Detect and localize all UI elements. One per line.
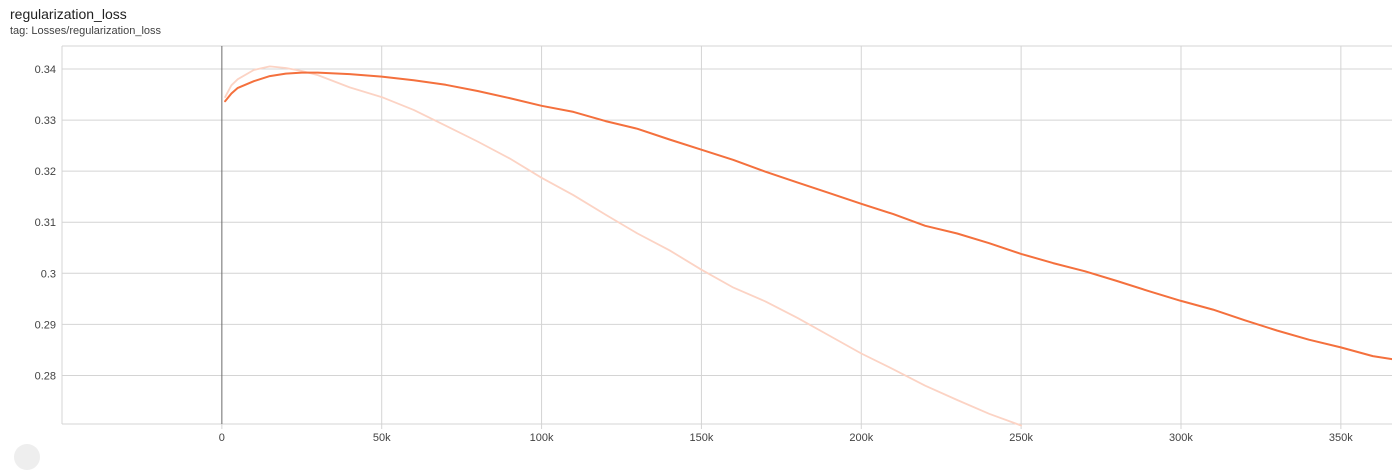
x-tick-label: 0 xyxy=(219,432,225,444)
y-tick-label: 0.31 xyxy=(35,217,56,229)
y-tick-label: 0.32 xyxy=(35,166,56,178)
series-lines xyxy=(224,65,1392,427)
x-tick-label: 50k xyxy=(373,432,391,444)
y-axis-ticks: 0.28 0.29 0.3 0.31 0.32 0.33 0.34 xyxy=(35,64,56,382)
line-chart: 0.28 0.29 0.3 0.31 0.32 0.33 0.34 0 50k 100k 150k… xyxy=(35,45,1392,444)
y-tick-label: 0.28 xyxy=(35,370,56,382)
x-axis-ticks: 0 50k 100k 150k 200k 250k 300k 350k xyxy=(219,432,1353,444)
y-tick-label: 0.34 xyxy=(35,64,56,76)
x-tick-label: 300k xyxy=(1169,432,1193,444)
y-tick-label: 0.29 xyxy=(35,319,56,331)
x-tick-label: 150k xyxy=(689,432,713,444)
x-tick-label: 100k xyxy=(530,432,554,444)
smoothed-series-line xyxy=(224,71,1392,361)
y-tick-label: 0.33 xyxy=(35,115,56,127)
y-tick-label: 0.3 xyxy=(41,268,56,280)
raw-series-line xyxy=(224,65,1022,427)
chart-title: regularization_loss xyxy=(10,6,127,22)
card-action-icon[interactable] xyxy=(14,444,40,470)
x-tick-label: 350k xyxy=(1329,432,1353,444)
grid-lines xyxy=(61,45,1392,429)
chart-tag: tag: Losses/regularization_loss xyxy=(10,25,162,37)
x-tick-label: 250k xyxy=(1009,432,1033,444)
x-tick-label: 200k xyxy=(849,432,873,444)
